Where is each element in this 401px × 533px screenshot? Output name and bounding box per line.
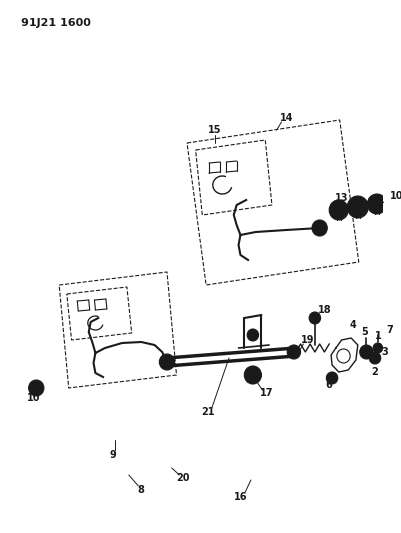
Text: 6: 6 [326, 380, 332, 390]
Text: 11: 11 [372, 195, 385, 205]
Text: 1: 1 [375, 331, 381, 341]
Circle shape [159, 354, 174, 370]
Text: 17: 17 [260, 388, 274, 398]
Circle shape [287, 345, 301, 359]
Text: 18: 18 [318, 305, 331, 315]
Text: 4: 4 [350, 320, 356, 330]
Circle shape [312, 220, 327, 236]
Text: 10: 10 [390, 191, 401, 201]
Text: 19: 19 [300, 335, 314, 345]
Circle shape [329, 200, 348, 220]
Text: 7: 7 [386, 325, 393, 335]
Circle shape [367, 194, 387, 214]
Circle shape [326, 372, 338, 384]
Text: 21: 21 [201, 407, 215, 417]
Circle shape [315, 223, 324, 233]
Circle shape [244, 366, 261, 384]
Text: 9: 9 [109, 450, 116, 460]
Text: 10: 10 [26, 393, 40, 403]
Text: 2: 2 [372, 367, 379, 377]
Text: 20: 20 [176, 473, 190, 483]
Circle shape [369, 352, 381, 364]
Text: 12: 12 [353, 200, 367, 210]
Text: 14: 14 [279, 113, 293, 123]
Text: 13: 13 [335, 193, 348, 203]
Circle shape [247, 329, 259, 341]
Circle shape [383, 188, 401, 212]
Text: 91J21 1600: 91J21 1600 [21, 18, 91, 28]
Text: 8: 8 [138, 485, 145, 495]
Text: 5: 5 [361, 327, 368, 337]
Circle shape [309, 312, 321, 324]
Text: 3: 3 [381, 347, 388, 357]
Circle shape [347, 196, 368, 218]
Text: 15: 15 [208, 125, 221, 135]
Circle shape [163, 358, 171, 366]
Text: 16: 16 [234, 492, 247, 502]
Circle shape [373, 343, 383, 353]
Circle shape [360, 345, 373, 359]
Circle shape [28, 380, 44, 396]
Circle shape [248, 370, 257, 380]
